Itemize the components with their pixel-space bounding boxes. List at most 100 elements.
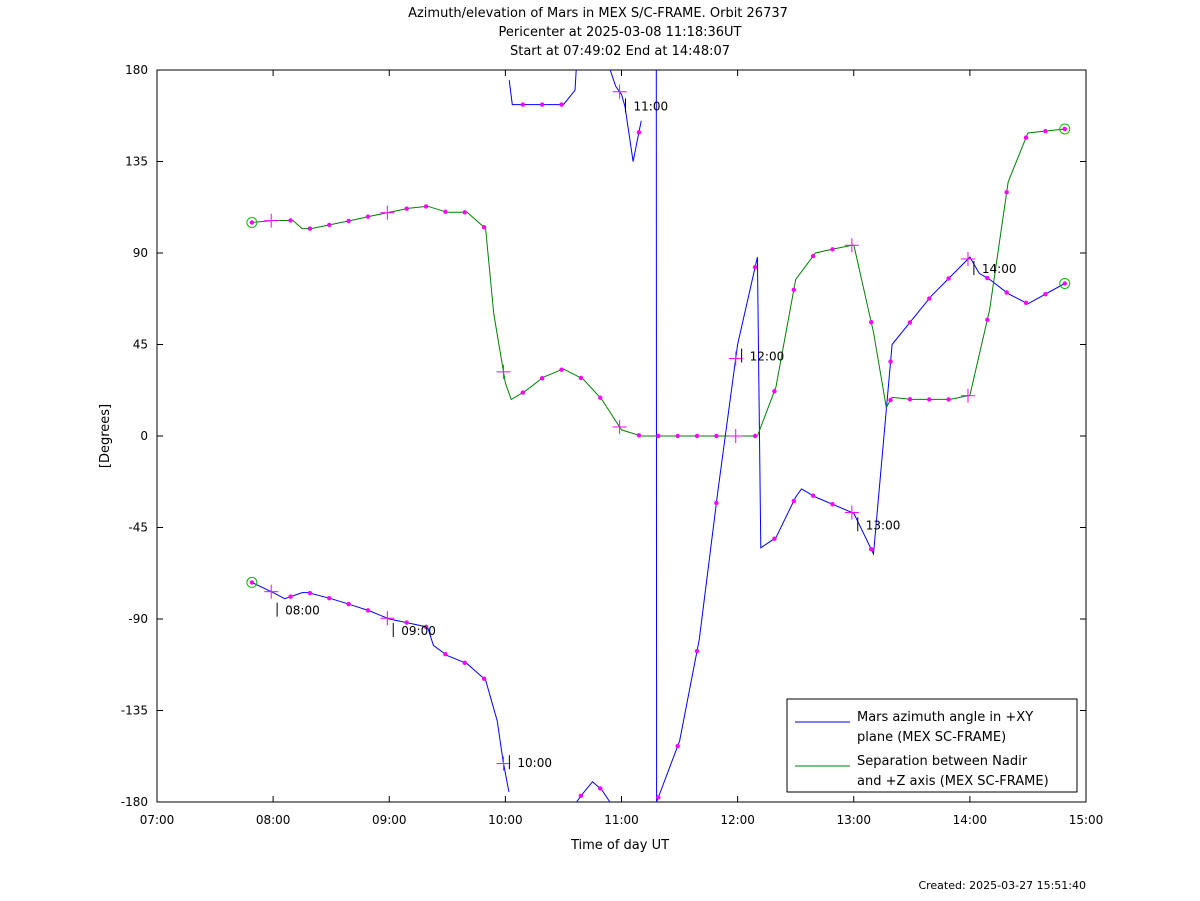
sample-marker [1043,291,1048,297]
legend-box [786,698,1078,793]
sample-marker [946,397,951,402]
legend-label-separation-line-2: and +Z axis (MEX SC-FRAME) [857,774,1049,789]
sample-marker [752,433,758,439]
azimuth-series-line [251,581,510,792]
sample-marker [1023,300,1029,306]
sample-marker [694,648,700,654]
plot-frame [156,69,1087,803]
sample-marker [927,296,932,301]
azimuth-series-line [609,69,642,162]
sample-marker [307,590,313,596]
sample-marker [636,433,642,438]
annotation-label: 10:00 [517,756,552,770]
sample-marker [481,225,487,230]
legend: Mars azimuth angle in +XY plane (MEX SC-… [786,698,1078,793]
sample-marker [791,287,796,292]
sample-marker [539,102,545,107]
sample-marker [423,624,429,630]
chart-title-line-2: Pericenter at 2025-03-08 11:18:36UT [498,25,741,40]
sample-marker [404,206,409,211]
sample-marker [1004,290,1009,295]
y-tick-label: 45 [133,338,148,352]
endpoint-marker-dot [1063,282,1067,285]
created-timestamp: Created: 2025-03-27 15:51:40 [918,879,1086,892]
annotation-label: 14:00 [982,262,1017,276]
x-tick-label: 13:00 [836,813,871,827]
series-lines [251,69,1065,803]
y-tick-label: -90 [128,612,148,626]
sample-marker [772,388,777,394]
y-tick-label: 0 [140,429,148,443]
legend-label-azimuth-line-1: Mars azimuth angle in +XY [857,710,1033,725]
x-tick-label: 14:00 [953,813,988,827]
x-axis-label: Time of day UT [570,838,669,853]
sample-marker [810,493,816,498]
sample-marker [288,218,293,223]
annotation-label: 09:00 [401,624,436,638]
sample-marker [656,433,661,439]
azimuth-series-line [655,69,1065,803]
sample-marker [404,620,409,625]
endpoint-marker-dot [250,221,254,224]
sample-marker [907,397,913,402]
sample-marker [1043,128,1048,134]
axis-ticks: 07:00 08:00 09:00 10:00 11:00 12:00 13:00 14:00… [121,63,1104,827]
sample-marker [365,214,371,219]
sample-marker [346,601,351,607]
annotation-label: 11:00 [634,99,669,113]
sample-marker [598,786,603,791]
x-tick-label: 11:00 [604,813,639,827]
sample-marker [694,433,700,439]
x-tick-label: 08:00 [256,813,291,827]
legend-label-azimuth-line-2: plane (MEX SC-FRAME) [857,730,1006,745]
sample-marker [443,652,448,657]
sample-marker [365,608,371,613]
sample-marker [559,102,564,107]
sample-marker [443,209,448,214]
y-tick-label: 180 [125,63,148,77]
x-tick-label: 15:00 [1069,813,1104,827]
sample-marker [714,500,719,506]
azimuth-series-line [576,780,611,803]
sample-marker [810,253,816,259]
y-tick-label: -45 [128,521,148,535]
y-tick-label: -135 [121,704,148,718]
sample-marker [559,367,564,372]
sample-marker [888,359,893,364]
sample-marker [656,795,661,800]
azimuth-series-line [508,69,577,106]
y-tick-label: 135 [125,155,148,169]
time-annotations: 08:00 09:00 10:00 11:00 12:00 13:00 14:00 [276,98,1017,770]
sample-marker [481,676,487,681]
sample-marker [462,660,467,665]
sample-marker [985,317,990,323]
endpoint-marker-dot [1063,127,1067,131]
sample-marker [578,375,584,381]
chart-title-line-3: Start at 07:49:02 End at 14:48:07 [510,44,730,59]
sample-marker [1004,190,1009,195]
annotation-label: 12:00 [750,350,785,364]
sample-marker [714,433,719,439]
endpoint-marker [1059,278,1071,289]
y-tick-label: -180 [121,795,148,809]
annotation-label: 08:00 [285,604,320,618]
y-axis-label: [Degrees] [98,404,113,468]
x-tick-label: 09:00 [372,813,407,827]
sample-marker [327,595,332,601]
sample-marker [307,226,313,231]
separation-series-line [251,128,1065,437]
x-tick-label: 10:00 [488,813,523,827]
sample-marker [636,130,642,135]
sample-marker [539,375,545,381]
sample-marker [288,594,293,599]
sample-marker [985,275,990,281]
sample-marker [869,319,874,325]
sample-marker [578,793,584,799]
y-tick-label: 90 [133,246,148,260]
sample-marker [830,502,835,507]
chart-title-line-1: Azimuth/elevation of Mars in MEX S/C-FRA… [408,6,788,21]
sample-marker [907,320,913,325]
sample-marker [520,390,526,395]
legend-label-separation-line-1: Separation between Nadir [857,754,1028,769]
sample-marker [888,397,893,403]
